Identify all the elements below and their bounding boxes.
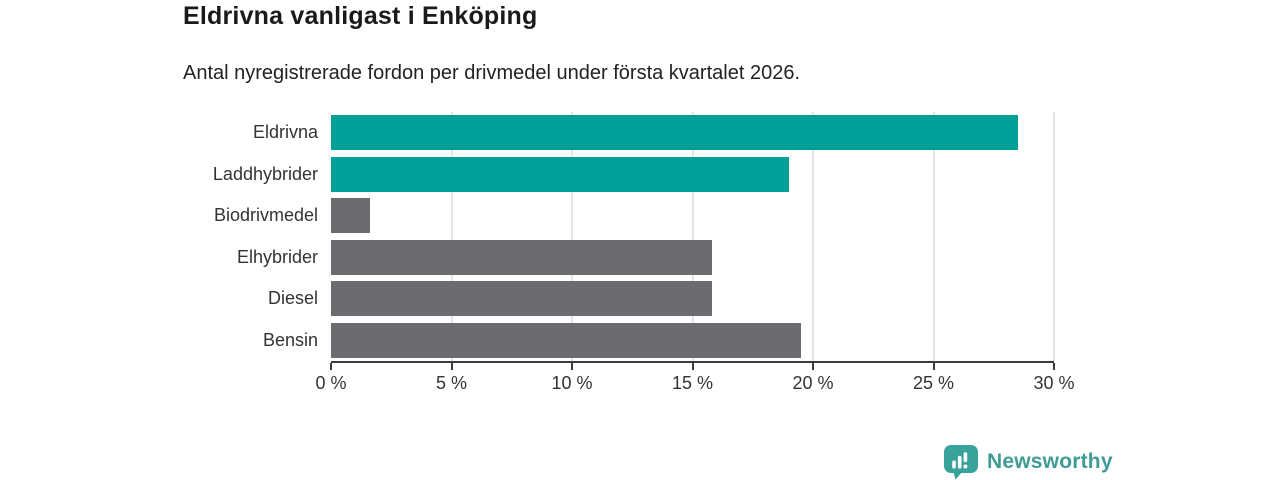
gridline (450, 112, 453, 361)
gridline (571, 112, 573, 361)
axis-tick (1053, 363, 1055, 370)
axis-tick (812, 363, 814, 370)
newsworthy-logo-text: Newsworthy (987, 450, 1113, 473)
bar (331, 115, 1018, 151)
axis-tick (450, 363, 453, 370)
bar (331, 239, 712, 275)
gridline (812, 112, 814, 361)
gridline (1053, 112, 1055, 361)
bar-row: Biodrivmedel (214, 195, 1054, 237)
axis-tick (571, 363, 573, 370)
axis-tick (330, 363, 332, 370)
bar (331, 281, 712, 317)
bar (331, 156, 789, 192)
newsworthy-logo: Newsworthy (943, 444, 1113, 480)
newsworthy-bubble-barchart-icon (943, 444, 980, 480)
x-tick-label: 15 % (671, 373, 714, 393)
x-axis: 0 % 5 % 10 % 15 % 20 % 25 % 30 % (315, 361, 1075, 393)
bar-row: Elhybrider (237, 237, 1054, 279)
bar-rows: Eldrivna Laddhybrider Biodrivmedel Elhybrid… (213, 112, 1054, 362)
category-label: Eldrivna (252, 122, 318, 143)
category-label: Elhybrider (236, 246, 318, 267)
axis-tick (932, 363, 935, 370)
x-tick-label: 20 % (792, 373, 834, 393)
category-label: Laddhybrider (212, 163, 318, 184)
bar-row: Diesel (268, 278, 1054, 320)
category-label: Bensin (262, 329, 318, 350)
gridline (691, 112, 694, 361)
gridline (932, 112, 935, 361)
bar-row: Laddhybrider (213, 154, 1054, 196)
x-tick-label: 30 % (1033, 373, 1075, 393)
x-tick-label: 0 % (315, 373, 347, 393)
x-tick-label: 10 % (551, 373, 593, 393)
bar (331, 322, 801, 358)
chart-subtitle: Antal nyregistrerade fordon per drivmede… (183, 62, 801, 84)
category-label: Diesel (267, 288, 318, 309)
bar-row: Eldrivna (253, 112, 1054, 154)
bar-row: Bensin (263, 320, 1054, 362)
x-tick-label: 25 % (912, 373, 955, 393)
axis-tick (691, 363, 694, 370)
x-tick-label: 5 % (435, 373, 468, 393)
plot-area: Eldrivna Laddhybrider Biodrivmedel Elhybrid… (213, 112, 1055, 362)
bar (331, 198, 370, 234)
category-label: Biodrivmedel (213, 205, 318, 226)
chart-title: Eldrivna vanligast i Enköping (183, 2, 538, 30)
gridlines (331, 112, 1055, 361)
